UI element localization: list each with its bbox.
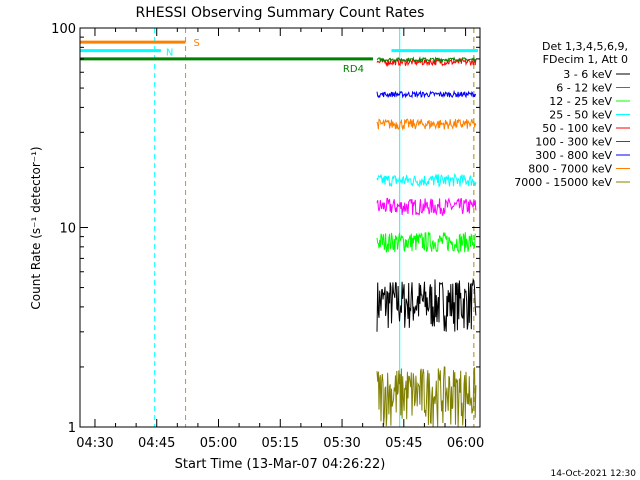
x-tick-label-3: 05:15 — [262, 436, 299, 451]
series-line-3 — [376, 172, 477, 188]
x-tick-label-6: 06:00 — [447, 436, 484, 451]
flag-label-rd4: RD4 — [343, 64, 364, 75]
legend-entry-label-3: 25 - 50 keV — [549, 109, 612, 122]
flag-labels: S N RD4 — [166, 38, 364, 75]
chart-title: RHESSI Observing Summary Count Rates — [136, 5, 425, 21]
flag-label-s: S — [194, 38, 200, 49]
legend-entry-label-6: 300 - 800 keV — [535, 149, 612, 162]
x-axis: 04:30 04:45 05:00 05:15 05:30 05:45 06:00 — [76, 28, 484, 451]
legend-entry-label-0: 3 - 6 keV — [563, 68, 612, 81]
flag-label-n: N — [166, 48, 173, 59]
x-tick-label-0: 04:30 — [76, 436, 113, 451]
series-line-5 — [376, 56, 477, 64]
footer-timestamp: 14-Oct-2021 12:30 — [551, 469, 637, 479]
y-tick-label-2: 100 — [51, 22, 76, 37]
legend: Det 1,3,4,5,6,9,FDecim 1, Att 0 3 - 6 keV… — [514, 40, 630, 189]
legend-header-line-1: Det 1,3,4,5,6,9, — [542, 40, 628, 53]
plot-content — [79, 28, 478, 427]
x-axis-label: Start Time (13-Mar-07 04:26:22) — [175, 457, 386, 472]
y-axis: 1 10 100 — [51, 22, 480, 436]
series-line-2 — [376, 231, 477, 255]
x-tick-label-4: 05:30 — [323, 436, 360, 451]
series-line-7 — [376, 118, 477, 131]
x-tick-label-2: 05:00 — [200, 436, 237, 451]
legend-header-line-2: FDecim 1, Att 0 — [543, 53, 628, 66]
legend-entry-label-4: 50 - 100 keV — [542, 122, 612, 135]
legend-entry-label-2: 12 - 25 keV — [549, 95, 612, 108]
y-axis-label: Count Rate (s⁻¹ detector⁻¹) — [29, 146, 43, 309]
y-tick-label-1: 10 — [59, 222, 76, 237]
y-tick-label-0: 1 — [68, 421, 76, 436]
series-line-8 — [376, 366, 477, 427]
legend-entry-label-7: 800 - 7000 keV — [528, 163, 612, 176]
legend-entry-label-5: 100 - 300 keV — [535, 136, 612, 149]
x-tick-label-5: 05:45 — [385, 436, 422, 451]
plot-frame — [79, 27, 481, 428]
series-line-0 — [376, 277, 477, 332]
series-line-1 — [376, 197, 477, 216]
series-line-6 — [376, 89, 477, 99]
legend-entry-label-1: 6 - 12 keV — [556, 82, 612, 95]
legend-entry-label-8: 7000 - 15000 keV — [514, 176, 612, 189]
x-tick-label-1: 04:45 — [138, 436, 175, 451]
